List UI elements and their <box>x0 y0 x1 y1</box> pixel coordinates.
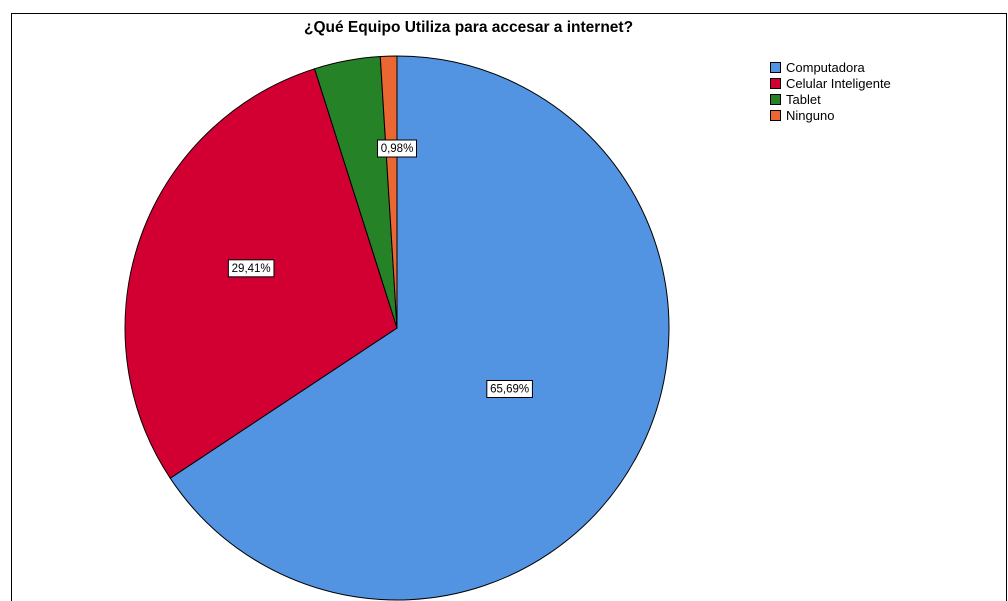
legend-label: Celular Inteligente <box>786 75 891 91</box>
legend-label: Ninguno <box>786 107 835 123</box>
legend-item-celular-inteligente: Celular Inteligente <box>770 75 891 91</box>
svg-text:29,41%: 29,41% <box>232 263 271 275</box>
legend-swatch <box>770 93 781 105</box>
pie-data-labels: 65,69% 29,41% 0,98% <box>227 139 533 398</box>
pie-slice-computadora <box>169 55 670 601</box>
legend-item-computadora: Computadora <box>770 59 891 75</box>
legend-swatch <box>770 61 781 73</box>
pie-slices <box>124 55 670 601</box>
legend-item-tablet: Tablet <box>770 91 891 107</box>
svg-text:0,98%: 0,98% <box>381 143 414 155</box>
pie-slice-ninguno <box>379 55 398 329</box>
legend: Computadora Celular Inteligente Tablet Ning… <box>770 59 891 123</box>
legend-swatch <box>770 77 781 89</box>
data-label-ninguno: 0,98% <box>377 139 417 158</box>
legend-item-ninguno: Ninguno <box>770 107 891 123</box>
legend-swatch <box>770 109 781 121</box>
legend-label: Tablet <box>786 91 821 107</box>
svg-text:65,69%: 65,69% <box>490 383 529 395</box>
data-label-computadora: 65,69% <box>486 379 533 398</box>
data-label-celular-inteligente: 29,41% <box>227 259 275 278</box>
chart-title: ¿Qué Equipo Utiliza para accesar a inter… <box>304 19 634 36</box>
legend-label: Computadora <box>786 59 865 75</box>
